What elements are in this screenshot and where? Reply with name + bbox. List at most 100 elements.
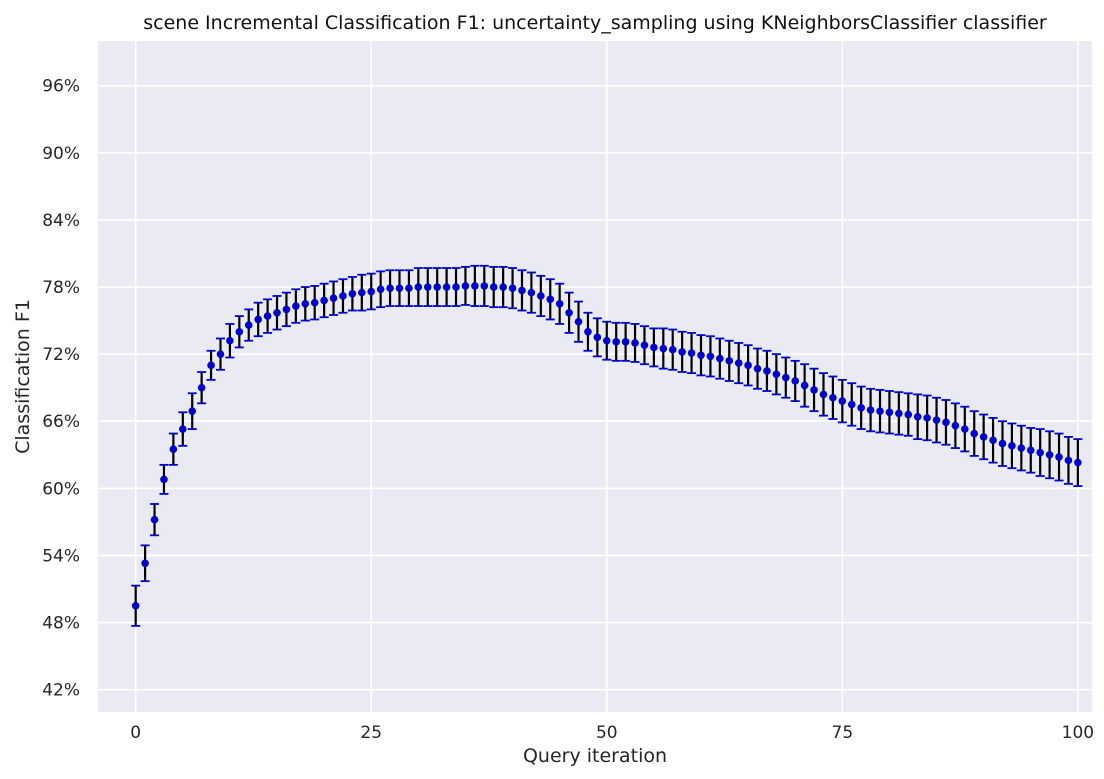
data-point <box>235 327 244 336</box>
data-point <box>339 292 347 300</box>
data-point <box>461 282 470 290</box>
grid-lines <box>98 41 1092 712</box>
data-point <box>876 407 884 415</box>
x-tick-label: 75 <box>832 723 854 743</box>
data-point <box>178 425 187 433</box>
plot-background <box>98 41 1092 712</box>
data-point <box>829 393 837 402</box>
data-point <box>207 361 215 370</box>
data-point <box>979 433 988 441</box>
x-tick-label: 0 <box>130 723 141 743</box>
data-point <box>640 341 649 349</box>
data-point <box>414 283 423 291</box>
data-point <box>650 343 658 352</box>
y-tick-label: 60% <box>42 479 80 499</box>
data-point <box>292 302 300 310</box>
data-point <box>574 317 583 326</box>
x-tick-label: 100 <box>1062 723 1094 743</box>
y-tick-label: 66% <box>42 412 80 432</box>
data-point <box>376 285 385 294</box>
data-point <box>621 338 630 346</box>
data-point <box>819 390 828 399</box>
y-tick-label: 84% <box>42 211 80 231</box>
data-point <box>734 359 743 367</box>
data-point <box>678 348 686 356</box>
data-point <box>1064 456 1073 465</box>
data-point <box>913 412 922 421</box>
y-tick-label: 72% <box>42 345 80 365</box>
data-point <box>687 349 696 357</box>
data-point <box>781 373 790 382</box>
data-point <box>508 284 517 292</box>
data-point <box>150 515 159 524</box>
data-point <box>169 445 178 453</box>
data-point <box>772 370 781 379</box>
data-point <box>951 421 960 430</box>
data-point <box>499 283 507 291</box>
data-point <box>989 436 997 445</box>
data-point <box>866 406 875 414</box>
data-points <box>131 282 1082 610</box>
data-point <box>744 361 752 370</box>
data-point <box>537 292 545 300</box>
data-point <box>791 377 800 385</box>
data-point <box>197 383 206 392</box>
x-tick-label: 50 <box>596 723 618 743</box>
y-tick-label: 54% <box>42 546 80 566</box>
data-point <box>131 601 140 610</box>
y-tick-label: 42% <box>42 681 80 701</box>
data-point <box>725 357 734 365</box>
data-point <box>395 284 404 292</box>
chart-title: scene Incremental Classification F1: unc… <box>143 12 1047 34</box>
data-point <box>565 308 573 317</box>
data-point <box>188 407 197 415</box>
y-tick-label: 96% <box>42 77 80 97</box>
data-point <box>282 305 291 314</box>
data-point <box>254 315 262 324</box>
data-point <box>847 400 856 409</box>
data-point <box>668 345 677 354</box>
data-point <box>631 339 639 347</box>
data-point <box>489 283 498 291</box>
data-point <box>885 408 894 417</box>
data-point <box>310 298 319 307</box>
data-point <box>838 397 847 405</box>
data-point <box>961 425 969 433</box>
data-point <box>1055 453 1063 461</box>
data-point <box>433 283 441 291</box>
data-point <box>555 300 564 308</box>
data-point <box>226 336 234 345</box>
data-point <box>405 284 413 292</box>
data-point <box>923 414 931 422</box>
data-point <box>1008 442 1016 450</box>
data-point <box>593 333 602 342</box>
data-point <box>527 288 536 297</box>
data-point <box>602 336 611 345</box>
data-point <box>1036 448 1044 457</box>
data-point <box>584 327 592 336</box>
data-point <box>1045 450 1054 459</box>
data-point <box>659 344 668 353</box>
data-point <box>160 475 168 484</box>
data-point <box>386 284 394 292</box>
data-point <box>753 364 762 373</box>
data-point <box>263 312 272 320</box>
data-point <box>367 287 376 296</box>
data-point <box>800 381 809 390</box>
data-point <box>244 321 253 329</box>
y-tick-label: 90% <box>42 144 80 164</box>
data-point <box>970 429 979 438</box>
data-point <box>697 351 705 360</box>
x-axis-label: Query iteration <box>523 745 667 767</box>
x-tick-label: 25 <box>360 723 382 743</box>
y-tick-label: 78% <box>42 278 80 298</box>
data-point <box>546 295 555 304</box>
data-point <box>998 439 1007 448</box>
data-point <box>452 283 460 291</box>
data-point <box>810 386 818 394</box>
data-point <box>480 282 489 290</box>
data-point <box>904 410 913 419</box>
data-point <box>716 354 724 363</box>
data-point <box>471 282 479 290</box>
